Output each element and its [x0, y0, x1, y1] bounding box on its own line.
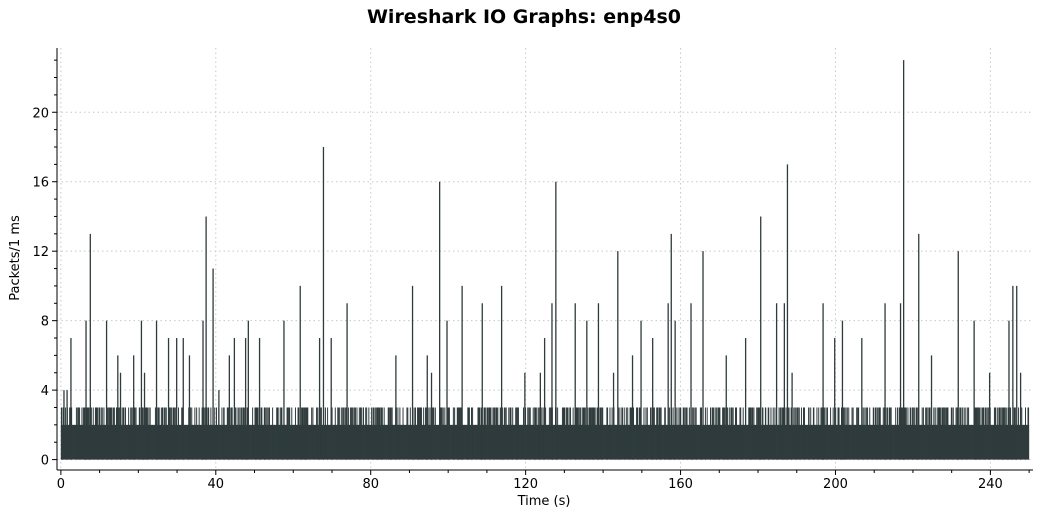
y-axis-label: Packets/1 ms [8, 215, 23, 301]
y-tick-label: 12 [32, 245, 49, 260]
y-tick-label: 4 [41, 384, 49, 399]
x-tick-label: 200 [823, 477, 848, 492]
x-tick-label: 120 [513, 477, 538, 492]
baseline-traffic [60, 407, 1030, 460]
chart-title: Wireshark IO Graphs: enp4s0 [366, 6, 682, 28]
y-tick-label: 20 [32, 106, 49, 121]
series-bars [63, 60, 1022, 460]
y-tick-label: 8 [41, 315, 49, 330]
x-axis-label: Time (s) [517, 494, 571, 509]
x-tick-label: 80 [362, 477, 379, 492]
x-tick-label: 40 [208, 477, 225, 492]
x-tick-label: 160 [668, 477, 693, 492]
x-tick-label: 240 [978, 477, 1003, 492]
y-tick-label: 16 [32, 176, 49, 191]
y-tick-label: 0 [41, 454, 49, 469]
axes: 0 40 80 120 160 200 240 0 4 8 12 16 20 [32, 48, 1033, 492]
x-tick-label: 0 [57, 477, 65, 492]
